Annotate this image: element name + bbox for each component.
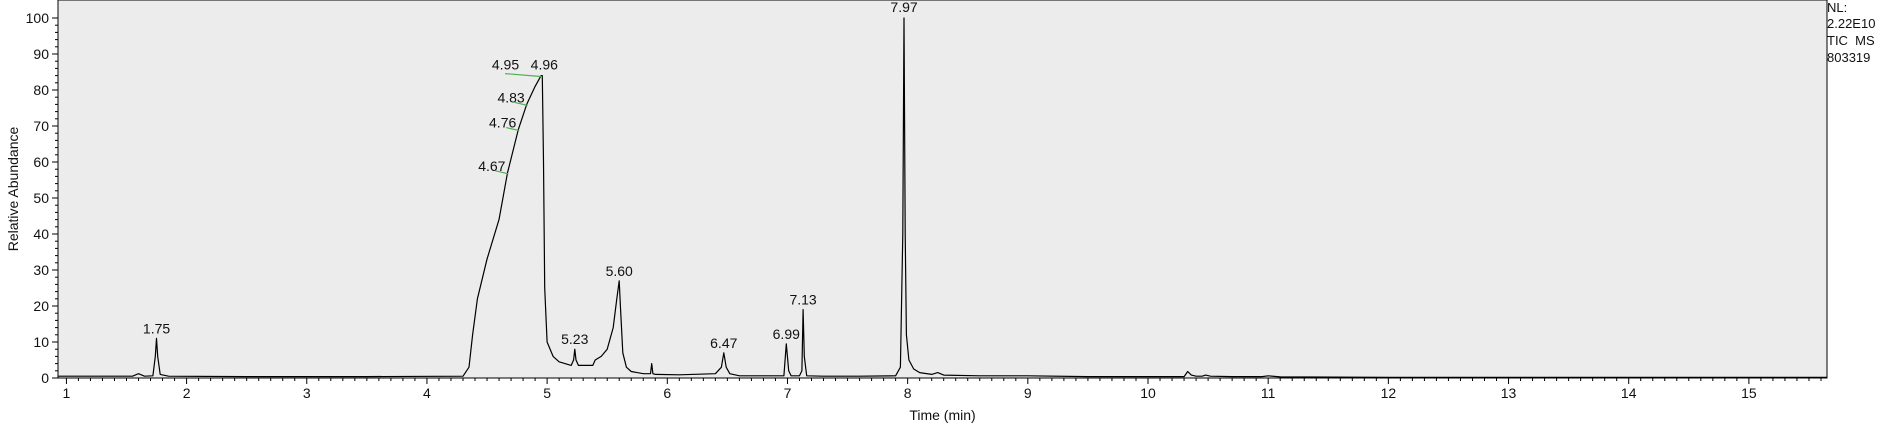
peak-label: 6.99 — [773, 326, 800, 342]
y-tick-label: 0 — [41, 370, 49, 386]
y-tick-label: 80 — [33, 82, 49, 98]
y-tick-label: 100 — [26, 10, 50, 26]
x-tick-label: 4 — [423, 385, 431, 401]
x-tick-label: 2 — [183, 385, 191, 401]
peak-marker — [505, 73, 543, 78]
peak-label: 4.76 — [489, 115, 516, 131]
x-tick-label: 10 — [1140, 385, 1156, 401]
peak-label: 5.60 — [606, 263, 633, 279]
x-tick-label: 13 — [1501, 385, 1517, 401]
file-label: 803319 — [1827, 50, 1871, 65]
plot-area — [57, 0, 1828, 379]
peak-label: 6.47 — [710, 335, 737, 351]
trace-label: TIC MS — [1827, 33, 1875, 48]
x-tick-label: 7 — [784, 385, 792, 401]
y-axis-label: Relative Abundance — [5, 127, 21, 252]
x-tick-label: 5 — [543, 385, 551, 401]
peak-label: 5.23 — [561, 331, 588, 347]
y-tick-label: 60 — [33, 154, 49, 170]
peak-label: 4.83 — [497, 89, 524, 105]
y-tick-label: 30 — [33, 262, 49, 278]
x-tick-label: 12 — [1381, 385, 1397, 401]
peak-marker — [514, 101, 528, 106]
y-tick-label: 50 — [33, 190, 49, 206]
x-axis-label: Time (min) — [909, 407, 975, 423]
peak-marker — [495, 170, 509, 175]
y-tick-label: 40 — [33, 226, 49, 242]
x-tick-label: 6 — [663, 385, 671, 401]
x-tick-label: 1 — [63, 385, 71, 401]
peak-marker — [506, 127, 520, 132]
peak-label: 4.96 — [531, 57, 558, 73]
nl-value: 2.22E10 — [1827, 16, 1876, 31]
x-tick-label: 14 — [1621, 385, 1637, 401]
x-tick-label: 9 — [1024, 385, 1032, 401]
peak-label: 7.97 — [890, 0, 917, 15]
peak-label: 7.13 — [789, 292, 816, 308]
y-tick-label: 70 — [33, 118, 49, 134]
chromatogram-trace — [58, 17, 1827, 378]
peak-label: 4.67 — [478, 158, 505, 174]
peak-label: 1.75 — [143, 320, 170, 336]
y-tick-label: 90 — [33, 46, 49, 62]
x-tick-label: 11 — [1261, 385, 1276, 401]
peak-label: 4.95 — [492, 57, 519, 73]
y-tick-label: 20 — [33, 298, 49, 314]
x-tick-label: 15 — [1741, 385, 1757, 401]
x-tick-label: 8 — [904, 385, 912, 401]
x-tick-label: 3 — [303, 385, 311, 401]
nl-label: NL: — [1827, 0, 1848, 15]
y-tick-label: 10 — [33, 334, 49, 350]
